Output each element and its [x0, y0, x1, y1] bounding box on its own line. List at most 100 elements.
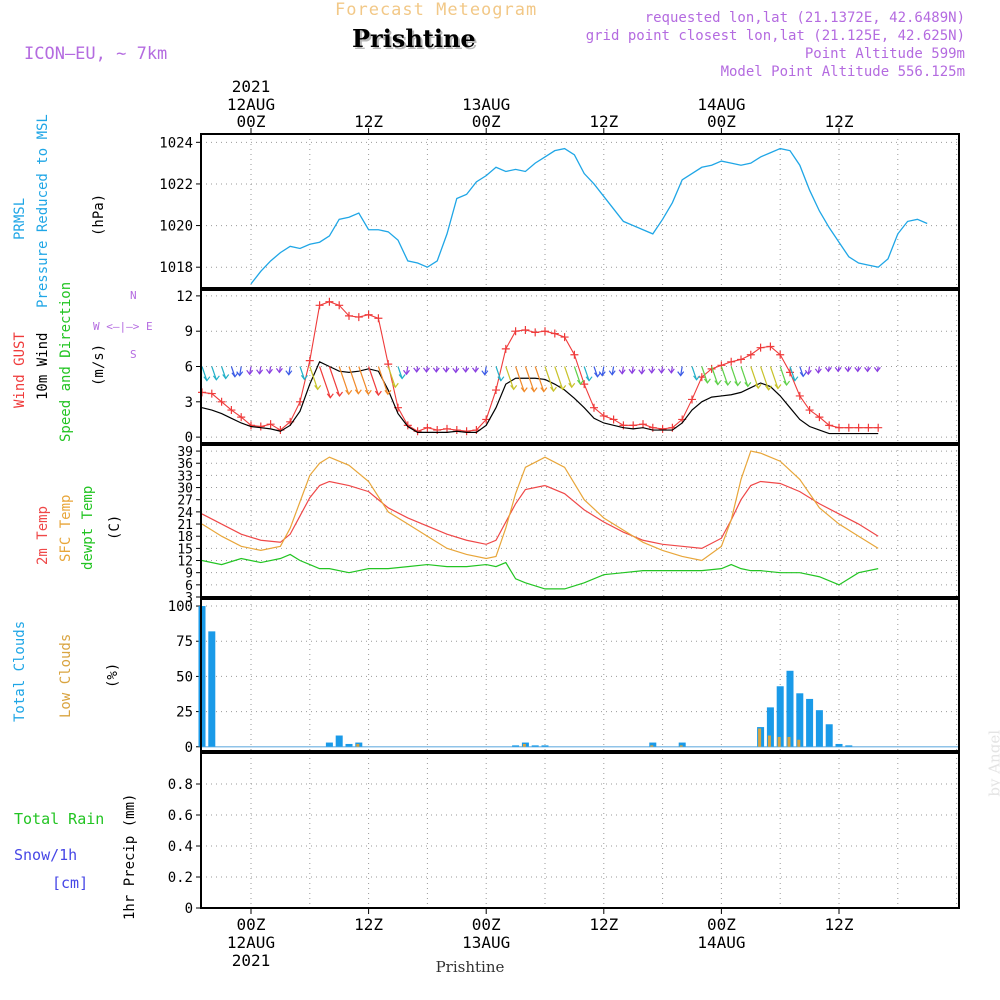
gust-marker [854, 423, 863, 432]
gust-marker [541, 327, 549, 336]
wind-arrow-head [391, 382, 399, 389]
dewpt-line [201, 553, 879, 590]
y-tick-label: 30 [177, 482, 193, 497]
wind-arrow [211, 366, 217, 381]
wind-arrow-head [638, 369, 646, 375]
top-00z-label: 00Z [472, 112, 501, 131]
total-cloud-bar [325, 742, 333, 747]
y-tick-label: 18 [177, 530, 193, 545]
wind-arrow-head [804, 369, 812, 376]
rain-legend: Total Rain [14, 810, 105, 828]
wind-arrow-head [510, 385, 518, 391]
gust-marker [315, 301, 324, 310]
compass-west-east: W <—|—> E [93, 320, 153, 333]
wind-arrow [534, 366, 545, 392]
wind-arrow-head [714, 380, 722, 386]
gust-marker [403, 421, 412, 430]
wind-arrow [730, 366, 739, 386]
wind-arrow [377, 366, 389, 395]
gust-marker [844, 423, 853, 432]
gust-marker [354, 313, 363, 322]
y-tick-label: 0.4 [168, 839, 193, 855]
total-cloud-bar [649, 742, 657, 747]
total-cloud-bar [806, 698, 814, 747]
gust-line [201, 301, 879, 432]
wind-arrow-head [374, 390, 382, 397]
gust-marker [207, 389, 216, 398]
top-12z-label: 12Z [354, 112, 383, 131]
y-tick-label: 12 [176, 289, 193, 305]
gust-marker [492, 386, 500, 395]
bottom-12z-label: 12Z [354, 915, 383, 934]
y-tick-label: 9 [185, 567, 193, 582]
gust-marker [227, 406, 236, 415]
wind-arrow [319, 366, 331, 398]
wind-arrow-head [432, 367, 440, 373]
gust-marker [217, 397, 226, 406]
wind-arrow-head [403, 369, 410, 376]
sfc-temp-line [201, 450, 879, 562]
y-tick-label: 24 [177, 506, 193, 521]
gust-marker [531, 328, 540, 337]
wind-arrow-head [873, 367, 881, 373]
bottom-00z-label: 00Z [472, 915, 501, 934]
y-tick-label: 0 [185, 901, 193, 917]
wind-line [201, 360, 879, 435]
low-cloud-bar [787, 736, 791, 747]
y-tick-label: 0.8 [168, 777, 193, 793]
wind-arrow-head [677, 371, 685, 377]
wind-arrow-head [744, 381, 752, 388]
bottom-00z-label: 00Z [237, 915, 266, 934]
total-cloud-bar [796, 693, 804, 747]
panel-frame [200, 289, 960, 444]
wind-arrow-head [462, 367, 470, 373]
gust-marker [815, 413, 824, 422]
location-title: Prishtine [352, 24, 476, 53]
wind-arrow [750, 366, 759, 389]
y-tick-label: 9 [185, 324, 193, 340]
wind-arrow-head [336, 391, 343, 397]
gust-marker [443, 424, 451, 433]
wind-arrow-head [754, 383, 762, 390]
wind-arrow-head [398, 374, 406, 380]
compass-south: S [130, 348, 137, 361]
total-cloud-bar [335, 735, 343, 747]
wind-arrow [484, 366, 487, 375]
gust-marker [639, 420, 647, 429]
total-cloud-bar [815, 710, 823, 747]
low-cloud-bar [650, 745, 654, 747]
wind-arrow-head [530, 387, 538, 393]
wind-arrow-head [834, 367, 842, 373]
wind-arrow-head [236, 371, 244, 377]
gust-marker [707, 364, 716, 373]
model-altitude: Model Point Altitude 556.125m [720, 64, 965, 80]
wind-arrow-head [203, 376, 211, 382]
wind-arrow-head [265, 368, 273, 375]
wind-arrow-head [222, 374, 230, 380]
gust-marker [737, 355, 745, 364]
wind-arrow [338, 366, 350, 395]
wind-arrow-head [774, 384, 782, 390]
wind-arrow [328, 366, 341, 397]
bottom-00z-label: 00Z [707, 915, 736, 934]
y-tick-label: 15 [177, 542, 193, 557]
top-00z-label: 00Z [707, 112, 736, 131]
y-tick-label: 27 [177, 494, 193, 509]
gust-marker [501, 344, 510, 353]
wind-arrow [760, 366, 770, 391]
wind-arrow [358, 366, 369, 395]
wind-arrow [583, 366, 590, 381]
total-cloud-bar [512, 745, 520, 747]
gust-marker [776, 350, 785, 359]
total-cloud-bar [845, 745, 853, 747]
gust-marker [256, 422, 265, 431]
top-day-label: 12AUG [227, 95, 275, 114]
top-day-label: 14AUG [697, 95, 745, 114]
gust-marker [756, 343, 765, 352]
low-cloud-bar [758, 728, 762, 747]
wind-arrow-head [423, 367, 430, 373]
wind-arrow-head [576, 379, 584, 386]
wind-arrow-head [256, 369, 264, 375]
total-cloud-bar [766, 707, 774, 747]
wind-arrow [221, 366, 227, 379]
